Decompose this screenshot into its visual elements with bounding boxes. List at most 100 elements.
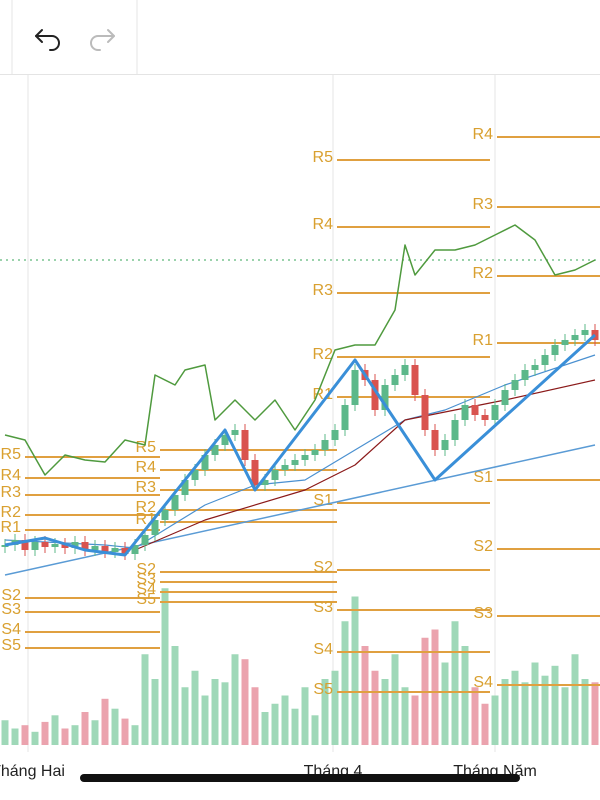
- volume-bar: [311, 715, 319, 745]
- candle-body: [261, 480, 269, 485]
- volume-bar: [401, 687, 409, 745]
- pivot-label: R2: [1, 504, 22, 521]
- candle-body: [581, 330, 589, 335]
- volume-bar: [381, 679, 389, 745]
- home-indicator: [80, 774, 520, 782]
- volume-bar: [391, 654, 399, 745]
- candle-body: [541, 355, 549, 365]
- pivot-label: S3: [1, 601, 21, 618]
- volume-bar: [561, 687, 569, 745]
- pivot-label: R5: [1, 446, 22, 463]
- candle-body: [71, 542, 79, 548]
- pivot-label: S2: [473, 538, 493, 555]
- volume-bar: [71, 725, 79, 745]
- pivot-label: S5: [313, 681, 333, 698]
- candle-body: [371, 380, 379, 410]
- undo-icon: [35, 35, 60, 51]
- candle-body: [331, 430, 339, 440]
- indicator-line: [134, 379, 596, 551]
- volume-bar: [111, 708, 119, 745]
- volume-bar: [101, 698, 109, 745]
- candle-body: [271, 470, 279, 480]
- volume-bar: [191, 670, 199, 745]
- volume-bar: [521, 682, 529, 745]
- candle-body: [471, 405, 479, 415]
- volume-bar: [151, 679, 159, 745]
- candle-body: [111, 548, 119, 552]
- volume-bar: [131, 725, 139, 745]
- candle-body: [251, 460, 259, 485]
- indicator-line: [4, 333, 597, 557]
- candle-body: [391, 375, 399, 385]
- volume-bar: [51, 715, 59, 745]
- pivot-label: S2: [1, 587, 21, 604]
- volume-bar: [341, 621, 349, 745]
- volume-bar: [141, 654, 149, 745]
- toolbar-icons: [11, 0, 138, 74]
- pivot-label: R2: [136, 499, 157, 516]
- candle-body: [51, 544, 59, 547]
- volume-bar: [41, 721, 49, 745]
- candle-body: [381, 385, 389, 410]
- pivot-label: R3: [313, 282, 334, 299]
- candle-body: [311, 450, 319, 455]
- candle-body: [481, 415, 489, 420]
- redo-icon: [90, 35, 115, 51]
- volume-bar: [321, 679, 329, 745]
- candle-body: [401, 365, 409, 375]
- candle-body: [141, 535, 149, 545]
- volume-bar: [241, 659, 249, 745]
- volume-bar: [591, 682, 599, 745]
- candle-body: [171, 495, 179, 510]
- pivot-label: S3: [136, 571, 156, 588]
- candle-body: [121, 548, 129, 554]
- volume-bar: [201, 695, 209, 745]
- pivot-label: R4: [136, 459, 157, 476]
- candle-body: [351, 370, 359, 405]
- volume-bar: [91, 720, 99, 745]
- pivot-label: S4: [1, 621, 21, 638]
- candle-body: [241, 430, 249, 460]
- volume-bar: [511, 670, 519, 745]
- pivot-label: R4: [1, 467, 22, 484]
- candle-body: [221, 435, 229, 445]
- volume-bar: [471, 687, 479, 745]
- volume-bar: [441, 662, 449, 745]
- volume-bar: [21, 725, 29, 745]
- candle-body: [461, 405, 469, 420]
- candle-body: [131, 545, 139, 554]
- pivot-label: R1: [473, 332, 494, 349]
- pivot-label: R2: [473, 265, 494, 282]
- candle-body: [451, 420, 459, 440]
- candle-body: [431, 430, 439, 450]
- candle-body: [291, 460, 299, 465]
- candle-body: [531, 365, 539, 370]
- candle-body: [551, 345, 559, 355]
- candle-body: [281, 465, 289, 470]
- pivot-label: S3: [473, 605, 493, 622]
- x-tick-label: Tháng Hai: [0, 763, 65, 780]
- candle-body: [561, 340, 569, 345]
- pivot-label: R2: [313, 346, 334, 363]
- candle-body: [161, 510, 169, 520]
- pivot-label: S3: [313, 599, 333, 616]
- undo-button[interactable]: [35, 29, 60, 51]
- volume-bar: [461, 646, 469, 745]
- candle-body: [21, 540, 29, 550]
- volume-bar: [1, 720, 9, 745]
- candle-body: [201, 455, 209, 470]
- volume-bar: [281, 695, 289, 745]
- pivot-label: S1: [473, 469, 493, 486]
- volume-bar: [231, 654, 239, 745]
- candle-body: [491, 405, 499, 420]
- redo-button[interactable]: [90, 29, 115, 51]
- pivot-label: R3: [1, 484, 22, 501]
- volume-bar: [551, 665, 559, 745]
- candle-body: [511, 380, 519, 390]
- volume-bar: [301, 687, 309, 745]
- volume-bar: [451, 621, 459, 745]
- candle-body: [31, 542, 39, 550]
- pivot-label: R4: [313, 216, 334, 233]
- volume-bar: [121, 718, 129, 745]
